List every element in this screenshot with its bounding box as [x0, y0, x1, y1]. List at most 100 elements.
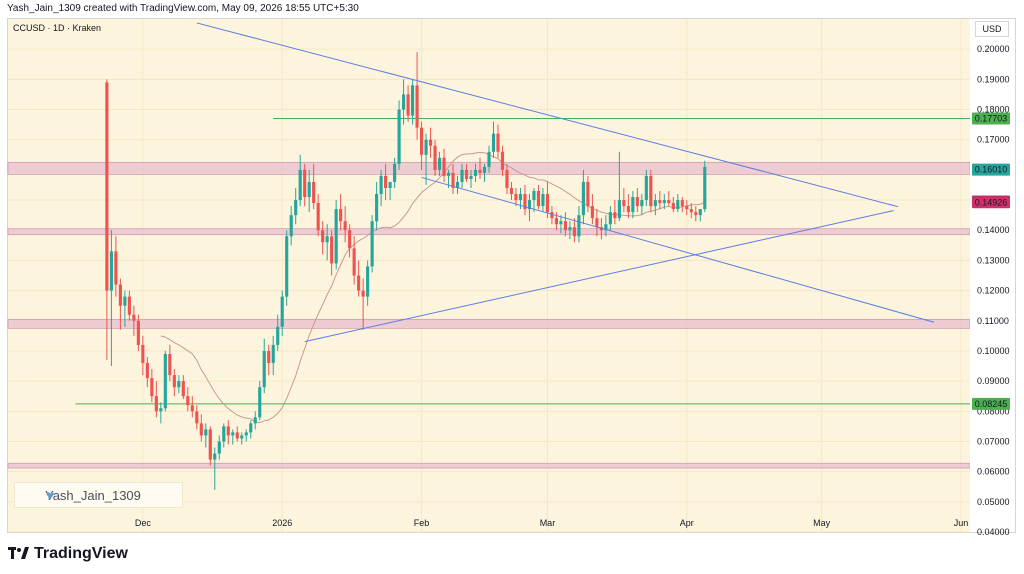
moving-average-layer [160, 151, 706, 424]
trendline [421, 176, 935, 323]
candle-body [451, 172, 455, 188]
candle-body [235, 432, 239, 439]
candle-body [199, 423, 203, 436]
tradingview-logo-icon [8, 547, 29, 559]
candle-body [366, 266, 370, 297]
candle-body [285, 236, 289, 297]
candle-body [267, 350, 271, 364]
candle-body [487, 151, 491, 167]
candle-body [577, 215, 581, 237]
candle-body [375, 194, 379, 222]
candle-body [590, 206, 594, 219]
author-watermark: Yash_Jain_1309 [14, 482, 183, 508]
candle-body [685, 206, 689, 210]
watermark-text: Yash_Jain_1309 [45, 487, 141, 503]
candle-body [644, 175, 648, 201]
candle-body [581, 181, 585, 216]
price-label: 0.08245 [975, 399, 1008, 409]
candle-body [348, 230, 352, 249]
candle-body [694, 212, 698, 216]
candle-body [419, 127, 424, 155]
candle-body [325, 236, 329, 243]
candle-body [231, 432, 235, 436]
candle-body [312, 181, 316, 204]
candle-body [213, 453, 217, 460]
candle-body [649, 175, 653, 207]
candle-body [379, 175, 383, 195]
candle-body [132, 314, 136, 321]
candle-body [127, 296, 131, 315]
heart-icon: ♥ [46, 487, 55, 503]
symbol-legend[interactable]: CCUSD · 1D · Kraken [13, 23, 102, 33]
candle-body [271, 344, 275, 364]
y-tick-label: 0.11000 [977, 316, 1009, 326]
candle-body [464, 169, 469, 179]
candle-body [424, 139, 428, 155]
support-resistance-zones [7, 162, 971, 469]
candle-body [294, 200, 298, 216]
candle-body [626, 206, 630, 213]
candle-body [428, 139, 433, 146]
candle-body [118, 284, 122, 306]
candle-body [352, 248, 356, 276]
candle-body [595, 218, 599, 228]
candle-body [159, 408, 163, 412]
candle-body [568, 227, 572, 231]
candle-body [168, 353, 172, 376]
candle-body [316, 203, 320, 231]
candle-body [478, 169, 482, 173]
price-label: 0.17703 [975, 113, 1008, 123]
candle-body [545, 194, 550, 213]
candle-body [604, 224, 608, 231]
candle-body [262, 350, 266, 388]
candle-body [393, 163, 397, 182]
candle-body [195, 411, 199, 424]
candle-body [289, 215, 293, 237]
candle-body [541, 194, 545, 207]
candle-body [563, 221, 567, 231]
candle-body [190, 405, 194, 412]
price-label-bg [972, 112, 1010, 125]
candle-body [181, 381, 185, 397]
candle-body [172, 375, 176, 388]
candle-body [357, 275, 361, 291]
candle-body [433, 145, 437, 170]
candle-body [676, 200, 680, 210]
currency-button[interactable]: USD [975, 21, 1009, 37]
candle-body [635, 197, 639, 207]
candle-body [177, 381, 181, 388]
y-tick-label: 0.18000 [977, 105, 1010, 115]
y-tick-label: 0.08000 [977, 406, 1010, 416]
candle-body [698, 209, 702, 216]
candle-body [469, 175, 473, 179]
candle-body [163, 353, 167, 409]
candle-body [208, 429, 212, 460]
candle-body [622, 200, 626, 207]
candle-body [226, 426, 230, 436]
candle-body [154, 396, 158, 412]
x-tick-label: May [813, 518, 831, 528]
y-tick-label: 0.13000 [977, 255, 1010, 265]
y-tick-label: 0.19000 [977, 74, 1010, 84]
price-axis-bg [970, 19, 1015, 532]
candle-body [662, 200, 666, 204]
time-axis: Dec 2026 Feb Mar Apr May Jun [135, 518, 968, 528]
tradingview-logo[interactable]: TradingView [8, 545, 128, 563]
candle-body [406, 94, 410, 116]
candle-body [532, 191, 536, 201]
x-tick-label: 2026 [272, 518, 292, 528]
tradingview-brand: TradingView [34, 545, 128, 562]
candle-body [253, 417, 257, 424]
chart-area[interactable] [7, 18, 1016, 533]
y-tick-label: 0.20000 [977, 44, 1010, 54]
candle-body [244, 432, 248, 436]
candle-body [204, 429, 208, 436]
chart-caption: Yash_Jain_1309 created with TradingView.… [7, 3, 359, 14]
candle-body [514, 194, 518, 201]
candle-body [249, 423, 253, 433]
candle-body [415, 85, 419, 128]
candle-body [536, 191, 541, 207]
candle-body [437, 157, 442, 170]
